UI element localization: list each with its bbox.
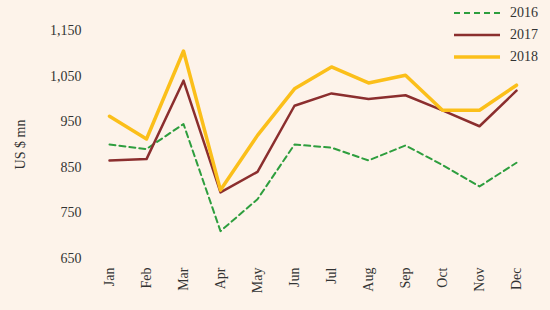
svg-text:Aug: Aug — [361, 268, 376, 292]
html-text:2017: 2017 — [510, 27, 538, 42]
svg-text:Feb: Feb — [139, 268, 154, 289]
svg-text:Mar: Mar — [176, 267, 191, 291]
svg-text:1,050: 1,050 — [50, 69, 82, 84]
svg-text:Jan: Jan — [102, 268, 117, 287]
svg-text:Nov: Nov — [472, 268, 487, 292]
svg-text:650: 650 — [61, 251, 82, 266]
svg-text:Oct: Oct — [435, 267, 450, 287]
svg-text:Dec: Dec — [509, 268, 524, 291]
svg-text:950: 950 — [61, 114, 82, 129]
svg-text:1,150: 1,150 — [50, 23, 82, 38]
svg-text:May: May — [250, 268, 265, 294]
svg-text:US $ mn: US $ mn — [13, 120, 28, 170]
html-text:2016: 2016 — [510, 5, 538, 20]
svg-text:Jul: Jul — [324, 267, 339, 283]
svg-text:Apr: Apr — [213, 267, 228, 289]
svg-text:Jun: Jun — [287, 268, 302, 287]
svg-text:Sep: Sep — [398, 268, 413, 289]
svg-text:750: 750 — [61, 205, 82, 220]
html-text:2018: 2018 — [510, 49, 538, 64]
svg-text:850: 850 — [61, 160, 82, 175]
